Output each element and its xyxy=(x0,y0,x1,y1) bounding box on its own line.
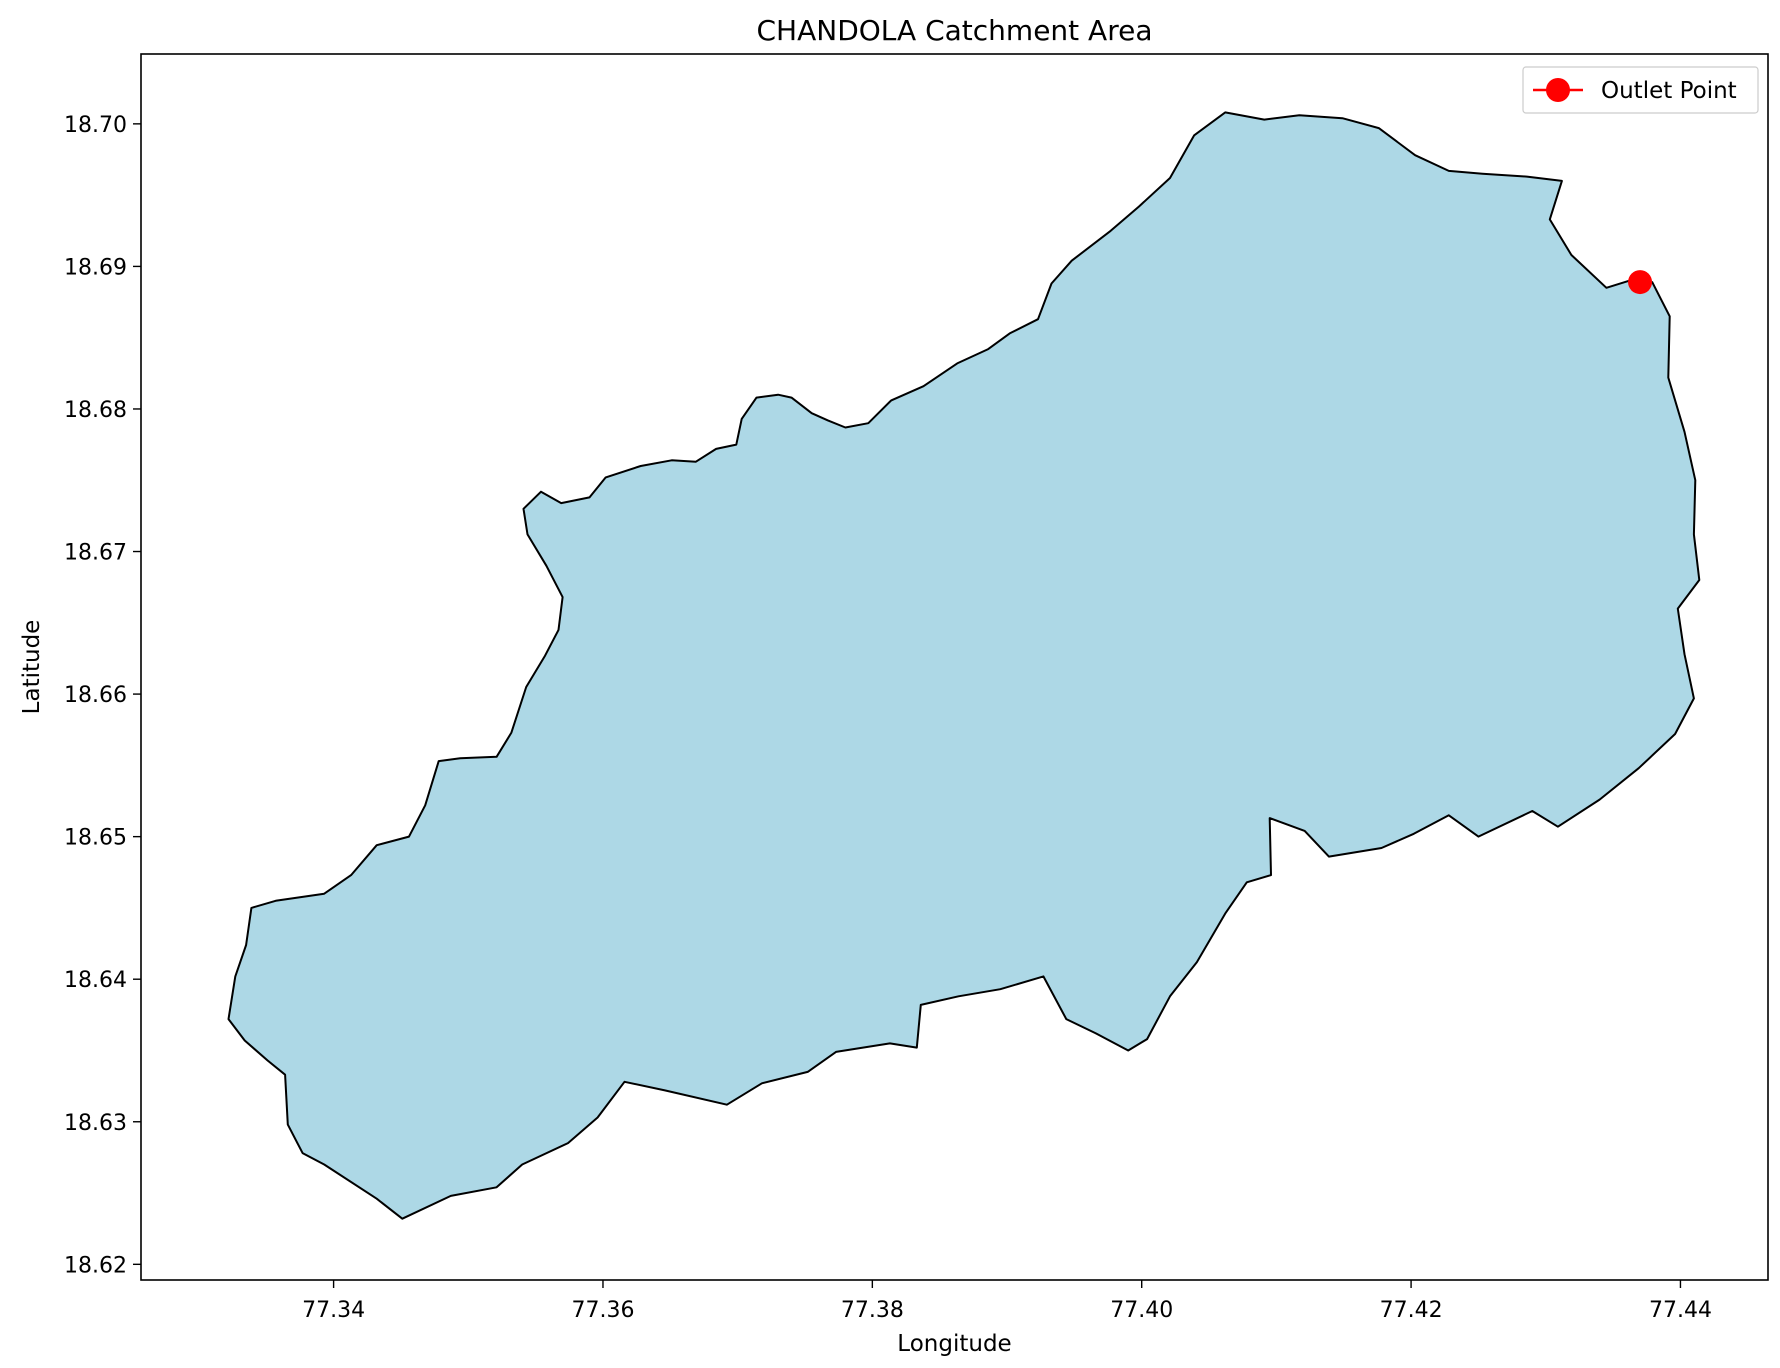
plot-area xyxy=(227,111,1701,1220)
legend-label: Outlet Point xyxy=(1601,78,1737,104)
x-axis-ticks: 77.34 77.36 77.38 77.40 77.42 77.44 xyxy=(302,1280,1712,1323)
y-tick-label: 18.64 xyxy=(64,968,127,993)
y-tick-label: 18.70 xyxy=(64,113,127,138)
x-tick-label: 77.34 xyxy=(302,1298,365,1323)
legend: Outlet Point xyxy=(1522,66,1759,114)
x-tick-label: 77.38 xyxy=(841,1298,904,1323)
y-tick-label: 18.62 xyxy=(64,1253,127,1278)
x-axis-label: Longitude xyxy=(897,1331,1011,1357)
chart-title: CHANDOLA Catchment Area xyxy=(757,14,1153,47)
y-tick-label: 18.67 xyxy=(64,541,127,566)
x-tick-label: 77.44 xyxy=(1649,1298,1712,1323)
y-tick-label: 18.69 xyxy=(64,255,127,280)
x-tick-label: 77.42 xyxy=(1380,1298,1443,1323)
y-axis-label: Latitude xyxy=(19,620,45,715)
catchment-polygon xyxy=(227,111,1701,1220)
axes-frame xyxy=(140,53,1769,1281)
outlet-point-marker xyxy=(1628,270,1653,295)
y-tick-label: 18.68 xyxy=(64,398,127,423)
y-tick-label: 18.65 xyxy=(64,826,127,851)
legend-marker-icon xyxy=(1546,78,1570,102)
y-axis-ticks: 18.62 18.63 18.64 18.65 18.66 18.67 18.68 18.69… xyxy=(64,113,141,1278)
x-tick-label: 77.40 xyxy=(1110,1298,1173,1323)
y-tick-label: 18.66 xyxy=(64,683,127,708)
legend-box xyxy=(1522,66,1759,114)
y-tick-label: 18.63 xyxy=(64,1111,127,1136)
x-tick-label: 77.36 xyxy=(571,1298,634,1323)
